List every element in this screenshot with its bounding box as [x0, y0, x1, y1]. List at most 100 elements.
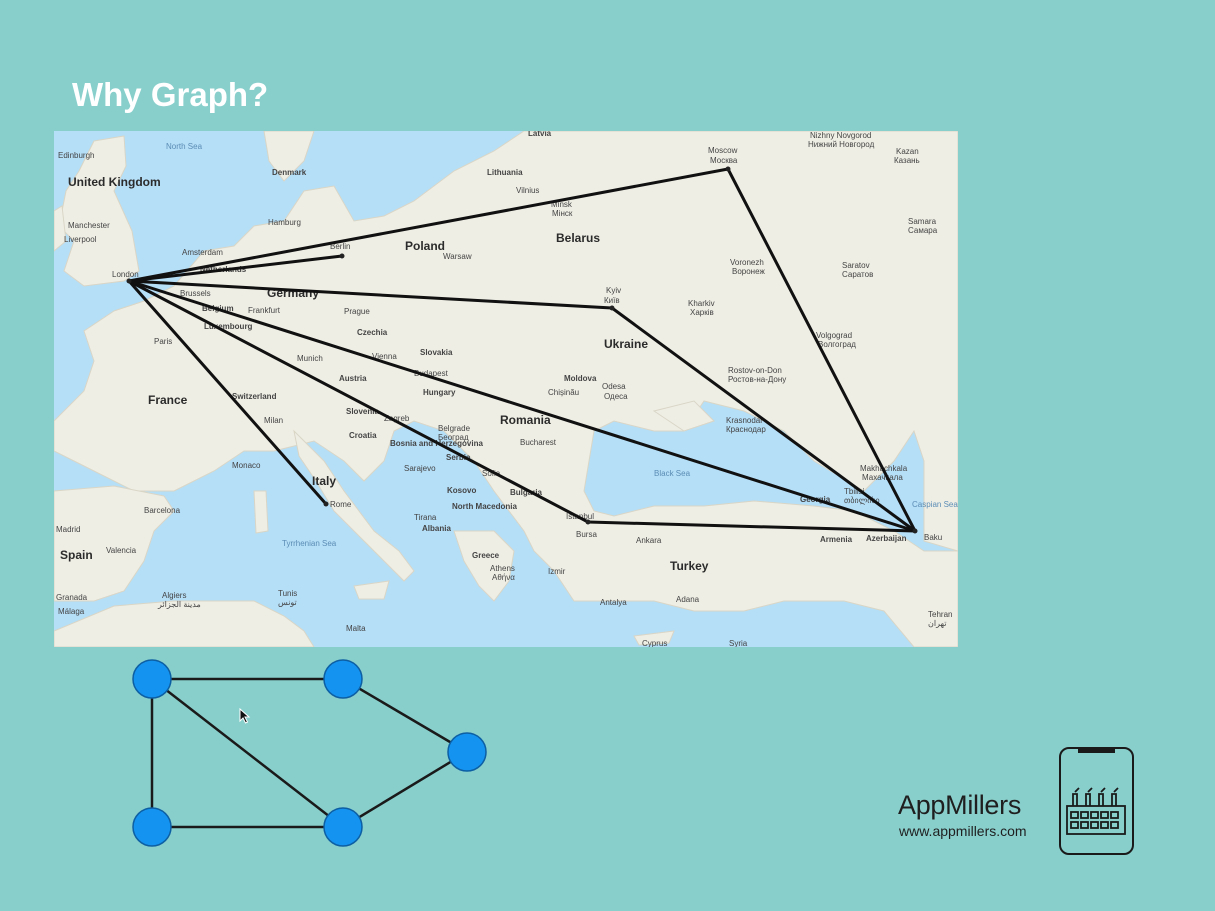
country-label: Slovakia [420, 348, 453, 357]
graph-edge [342, 750, 468, 829]
city-label: Antalya [600, 598, 627, 607]
country-label: Switzerland [232, 392, 277, 401]
city-native-label: Одеса [604, 392, 628, 401]
city-label: Moscow [708, 146, 738, 155]
city-label: Syria [729, 639, 748, 647]
city-label: Tbilisi [844, 487, 865, 496]
route-city-dot [725, 166, 731, 172]
country-label: Slovenia [346, 407, 379, 416]
city-label: Bursa [576, 530, 597, 539]
country-label: Latvia [528, 131, 552, 138]
city-label: Vilnius [516, 186, 539, 195]
city-label: Kharkiv [688, 299, 715, 308]
route-line [127, 279, 917, 533]
route-line [586, 520, 917, 533]
country-label: Bulgaria [510, 488, 543, 497]
graph-diagram [132, 659, 487, 847]
appmillers-logo-icon [1059, 747, 1134, 855]
city-label: Samara [908, 217, 937, 226]
city-label: Amsterdam [182, 248, 223, 257]
city-label: Adana [676, 595, 700, 604]
country-label: Lithuania [487, 168, 523, 177]
route-line [127, 279, 328, 506]
country-label: Armenia [820, 535, 853, 544]
city-labels: London Berlin Moscow Kyiv Rome Istanbul … [56, 131, 952, 647]
city-native-label: Мінск [552, 209, 573, 218]
city-label: Chișinău [548, 388, 579, 397]
mouse-pointer-icon [239, 708, 251, 724]
country-label: Croatia [349, 431, 377, 440]
map-routes [126, 166, 918, 534]
city-label: Manchester [68, 221, 110, 230]
city-native-label: Харків [690, 308, 714, 317]
country-label: United Kingdom [68, 175, 161, 189]
graph-edges [150, 677, 468, 829]
city-native-label: Волгоград [818, 340, 856, 349]
slide-title: Why Graph? [72, 76, 269, 113]
city-label: Odesa [602, 382, 626, 391]
city-label: Budapest [414, 369, 449, 378]
sea-label: Caspian Sea [912, 500, 958, 509]
city-label: Tunis [278, 589, 297, 598]
route-line [610, 306, 917, 533]
country-label: Czechia [357, 328, 388, 337]
europe-map: North Sea Black Sea Caspian Sea Tyrrheni… [54, 131, 958, 647]
city-label: Edinburgh [58, 151, 94, 160]
city-native-label: تهران [928, 619, 946, 628]
city-native-label: თბილისი [844, 496, 880, 505]
sea-label: Black Sea [654, 469, 691, 478]
sea-label: North Sea [166, 142, 203, 151]
graph-edge [151, 678, 344, 828]
city-native-label: Ростов-на-Дону [728, 375, 786, 384]
city-label: Voronezh [730, 258, 764, 267]
city-label: Kazan [896, 147, 919, 156]
city-native-label: Нижний Новгород [808, 140, 875, 149]
country-label: Hungary [423, 388, 456, 397]
route-line [127, 279, 614, 310]
sea-label: Tyrrhenian Sea [282, 539, 337, 548]
city-native-label: Махачкала [862, 473, 903, 482]
city-label: Tirana [414, 513, 437, 522]
country-label: Azerbaijan [866, 534, 907, 543]
map-land [54, 131, 958, 647]
country-label: Romania [500, 413, 551, 427]
country-label: Albania [422, 524, 451, 533]
city-label: Minsk [551, 200, 573, 209]
city-label: Milan [264, 416, 283, 425]
city-native-label: Казань [894, 156, 920, 165]
route-line [127, 254, 344, 283]
country-label: Moldova [564, 374, 597, 383]
city-native-label: Москва [710, 156, 738, 165]
graph-nodes [132, 659, 487, 847]
city-label: Hamburg [268, 218, 301, 227]
graph-edge [342, 677, 468, 754]
city-native-label: Київ [604, 296, 620, 305]
city-label: Rostov-on-Don [728, 366, 782, 375]
city-label: Malta [346, 624, 366, 633]
city-label: Vienna [372, 352, 397, 361]
city-label: Barcelona [144, 506, 181, 515]
country-label: Belarus [556, 231, 600, 245]
city-label: Sarajevo [404, 464, 436, 473]
city-native-label: Αθήνα [492, 573, 515, 582]
graph-node [132, 807, 172, 847]
city-label: Athens [490, 564, 515, 573]
route-city-dot [912, 528, 918, 534]
graph-node [323, 659, 363, 699]
city-label: Belgrade [438, 424, 471, 433]
city-label: Volgograd [816, 331, 852, 340]
city-label: Zagreb [384, 414, 410, 423]
city-label: Brussels [180, 289, 211, 298]
country-label: Spain [60, 548, 93, 562]
city-label: Munich [297, 354, 323, 363]
city-label: Bucharest [520, 438, 557, 447]
city-label: Málaga [58, 607, 85, 616]
country-label: Serbia [446, 453, 471, 462]
country-label: Denmark [272, 168, 307, 177]
city-label: London [112, 270, 139, 279]
city-label: Liverpool [64, 235, 97, 244]
city-label: Madrid [56, 525, 80, 534]
country-label: Greece [472, 551, 500, 560]
graph-node [323, 807, 363, 847]
city-label: Krasnodar [726, 416, 763, 425]
